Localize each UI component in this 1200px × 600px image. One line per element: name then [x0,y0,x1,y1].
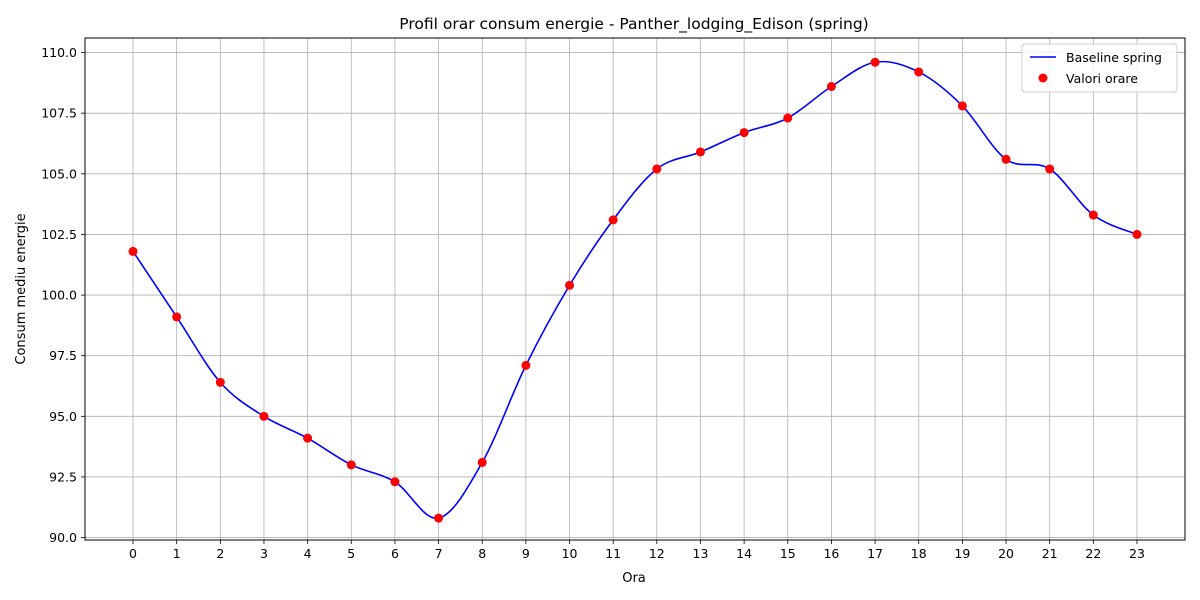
y-tick-label: 110.0 [41,45,77,60]
x-axis: 0 1 2 3 4 5 6 7 8 9 10 11 12 13 14 15 16 17 18 19 20 21 22 23 [129,540,1145,561]
hourly-value-point [870,57,880,67]
hourly-value-point [521,360,531,370]
hourly-value-point [608,215,618,225]
legend-label-hourly: Valori orare [1066,71,1138,86]
y-tick-label: 95.0 [49,409,77,424]
x-tick-label: 16 [823,546,839,561]
hourly-value-point [215,377,225,387]
hourly-value-point [652,164,662,174]
x-tick-label: 10 [562,546,578,561]
hourly-value-point [434,513,444,523]
x-tick-label: 4 [304,546,312,561]
x-tick-label: 8 [478,546,486,561]
x-axis-label: Ora [622,571,646,586]
hourly-value-point [390,477,400,487]
legend: Baseline spring Valori orare [1021,43,1178,93]
x-tick-label: 3 [260,546,268,561]
x-tick-label: 17 [867,546,883,561]
plot-frame [84,37,1186,541]
x-tick-label: 18 [911,546,927,561]
x-tick-label: 20 [998,546,1014,561]
hourly-value-point [259,411,269,421]
hourly-value-point [303,433,313,443]
chart-title: Profil orar consum energie - Panther_lod… [399,15,868,34]
y-tick-label: 90.0 [49,530,77,545]
hourly-value-point [346,460,356,470]
hourly-value-point [1088,210,1098,220]
x-tick-label: 7 [435,546,443,561]
legend-marker-swatch [1038,73,1048,83]
y-tick-label: 97.5 [49,348,77,363]
hourly-value-point [739,128,749,138]
hourly-value-point [128,246,138,256]
x-tick-label: 11 [605,546,621,561]
x-tick-label: 0 [129,546,137,561]
scatter-layer [128,57,1142,523]
x-tick-label: 15 [780,546,796,561]
hourly-value-point [695,147,705,157]
grid [85,38,1185,540]
y-tick-label: 92.5 [49,469,77,484]
hourly-value-point [957,101,967,111]
legend-label-baseline: Baseline spring [1066,50,1162,65]
hourly-value-point [172,312,182,322]
x-tick-label: 12 [649,546,665,561]
y-tick-label: 105.0 [41,166,77,181]
y-tick-label: 102.5 [41,227,77,242]
hourly-value-point [783,113,793,123]
hourly-value-point [914,67,924,77]
x-tick-label: 2 [216,546,224,561]
x-tick-label: 21 [1042,546,1058,561]
x-tick-label: 14 [736,546,752,561]
y-axis: 90.0 92.5 95.0 97.5 100.0 102.5 105.0 107.5 110.… [41,45,85,545]
legend-box [1021,43,1178,93]
y-tick-label: 107.5 [41,106,77,121]
hourly-value-point [565,280,575,290]
x-tick-label: 23 [1129,546,1145,561]
hourly-value-point [1001,154,1011,164]
y-axis-label: Consum mediu energie [14,213,29,364]
x-tick-label: 9 [522,546,530,561]
x-tick-label: 13 [693,546,709,561]
x-tick-label: 6 [391,546,399,561]
x-tick-label: 19 [954,546,970,561]
hourly-value-point [1045,164,1055,174]
x-tick-label: 5 [347,546,355,561]
x-tick-label: 22 [1085,546,1101,561]
hourly-value-point [1132,229,1142,239]
y-tick-label: 100.0 [41,288,77,303]
hourly-value-point [477,457,487,467]
hourly-value-point [826,82,836,92]
x-tick-label: 1 [173,546,181,561]
